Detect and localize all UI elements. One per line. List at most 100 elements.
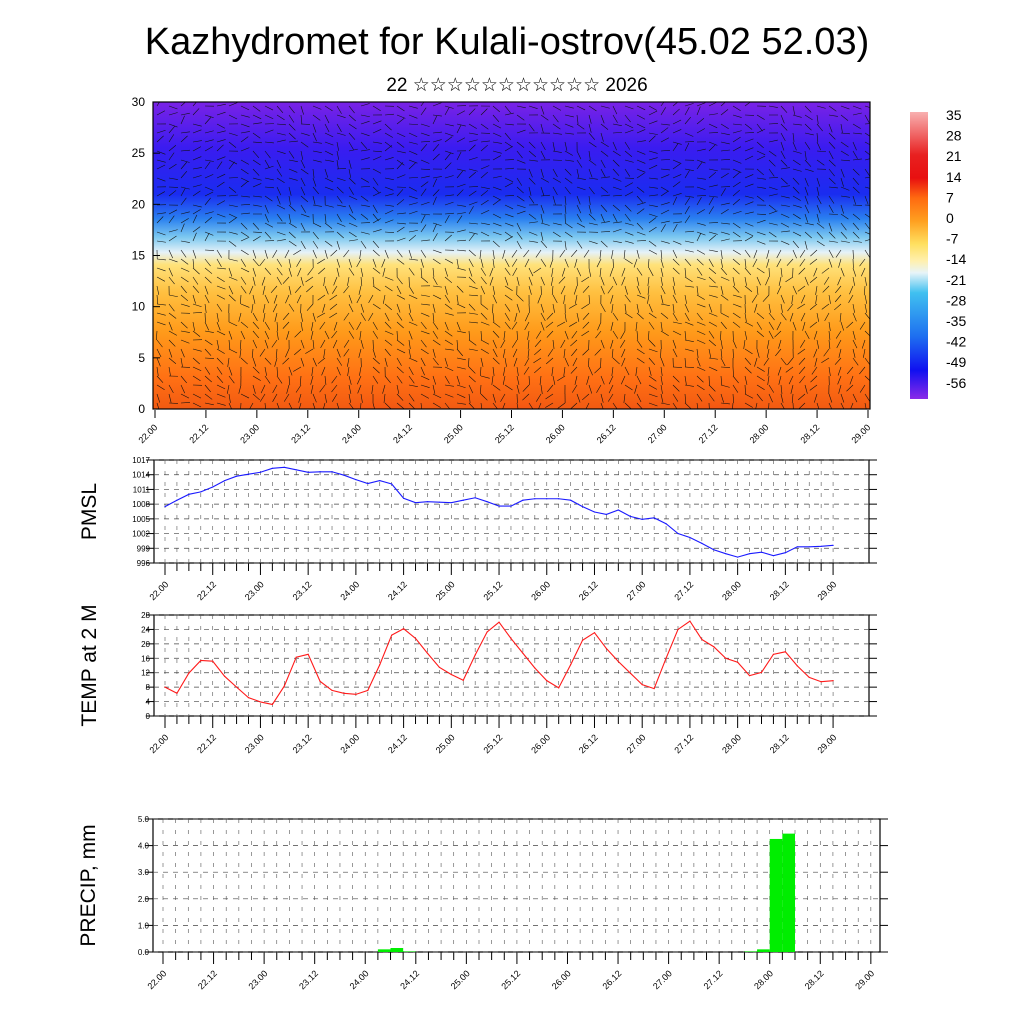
wind-barb — [648, 110, 658, 116]
wind-barb — [828, 132, 836, 140]
wind-barb — [204, 366, 211, 375]
wind-barb — [840, 177, 844, 187]
wind-barb — [492, 285, 496, 295]
x-tick-label: 22.00 — [147, 579, 170, 602]
wind-barb — [744, 138, 754, 143]
wind-barb — [560, 339, 566, 349]
wind-barb — [811, 366, 818, 375]
wind-barb — [504, 357, 507, 367]
y-tick-label: 0 — [138, 402, 145, 416]
wind-barb — [285, 294, 290, 304]
wind-barb — [516, 222, 522, 232]
wind-barb — [648, 164, 658, 170]
wind-barb — [360, 312, 366, 321]
wind-barb — [432, 102, 442, 107]
wind-barb — [720, 173, 729, 179]
x-tick-label: 24.12 — [386, 732, 409, 755]
wind-barb — [528, 141, 536, 149]
wind-barb — [792, 222, 802, 227]
wind-barb — [804, 222, 814, 226]
wind-barb — [744, 402, 753, 408]
wind-barb — [756, 276, 761, 286]
wind-barb — [432, 294, 442, 300]
wind-barb — [684, 294, 687, 304]
wind-barb — [156, 321, 166, 326]
wind-barb — [648, 150, 658, 154]
wind-barb — [504, 303, 511, 312]
wind-barb — [624, 191, 634, 197]
wind-barb — [348, 123, 357, 130]
wind-barb — [600, 123, 609, 130]
data-point — [343, 692, 345, 694]
wind-barb — [480, 171, 488, 179]
wind-barb — [264, 129, 274, 134]
wind-barb — [804, 114, 813, 121]
wind-barb — [732, 303, 742, 308]
wind-barb — [204, 303, 207, 313]
wind-barb — [311, 366, 314, 376]
wind-barb — [564, 204, 567, 214]
wind-barb — [612, 159, 620, 167]
wind-barb — [564, 141, 568, 151]
heatmap-x-tick-label: 27.00 — [646, 422, 669, 445]
y-tick-label: 2.0 — [138, 895, 150, 904]
wind-barb — [276, 195, 281, 205]
wind-barb — [527, 348, 530, 358]
wind-barb — [612, 150, 621, 157]
wind-barb — [624, 213, 631, 222]
wind-barb — [744, 147, 754, 152]
wind-barb — [240, 105, 250, 111]
wind-barb — [432, 153, 440, 161]
wind-barb — [192, 129, 202, 134]
wind-barb — [564, 312, 567, 322]
wind-barb — [396, 402, 405, 409]
wind-barb — [216, 393, 226, 398]
wind-barb — [286, 384, 290, 394]
wind-barb — [228, 321, 238, 327]
data-point — [605, 647, 608, 650]
wind-barb — [780, 240, 790, 245]
wind-barb — [180, 149, 190, 152]
wind-barb — [852, 141, 857, 151]
colorbar-label: 14 — [946, 169, 962, 185]
y-tick-label: 4.0 — [138, 842, 150, 851]
wind-barb — [480, 222, 490, 225]
y-tick-label: 0 — [146, 712, 151, 721]
data-point — [486, 501, 488, 503]
wind-barb — [396, 237, 406, 242]
wind-barb — [634, 384, 638, 394]
wind-barb — [180, 258, 189, 265]
wind-barb — [840, 195, 850, 198]
data-point — [224, 480, 226, 482]
wind-barb — [744, 258, 747, 268]
wind-barb — [300, 177, 306, 187]
heatmap-x-tick-label: 25.00 — [442, 422, 465, 445]
wind-barb — [660, 330, 669, 336]
wind-barb — [252, 235, 261, 242]
wind-barb — [456, 303, 466, 309]
wind-barb — [300, 195, 309, 203]
wind-barb — [524, 357, 530, 367]
wind-barb — [396, 105, 405, 112]
wind-barb — [744, 366, 752, 374]
wind-barb — [180, 384, 186, 394]
wind-barb — [432, 348, 436, 358]
wind-barb — [612, 240, 622, 243]
data-point — [820, 681, 822, 683]
wind-barb — [768, 312, 775, 321]
y-axis-label: PMSL — [78, 483, 101, 540]
wind-barb — [456, 393, 466, 398]
wind-barb — [168, 123, 178, 128]
wind-barb — [849, 285, 854, 295]
wind-barb — [343, 249, 350, 258]
wind-barb — [800, 312, 806, 322]
wind-barb — [744, 348, 753, 355]
wind-barb — [708, 294, 718, 298]
wind-barb — [288, 231, 296, 239]
wind-barb — [240, 203, 250, 206]
wind-barb — [372, 267, 381, 274]
wind-barb — [810, 249, 818, 257]
x-tick-label: 24.12 — [386, 579, 409, 602]
wind-barb — [271, 339, 278, 348]
wind-barb — [168, 348, 173, 358]
